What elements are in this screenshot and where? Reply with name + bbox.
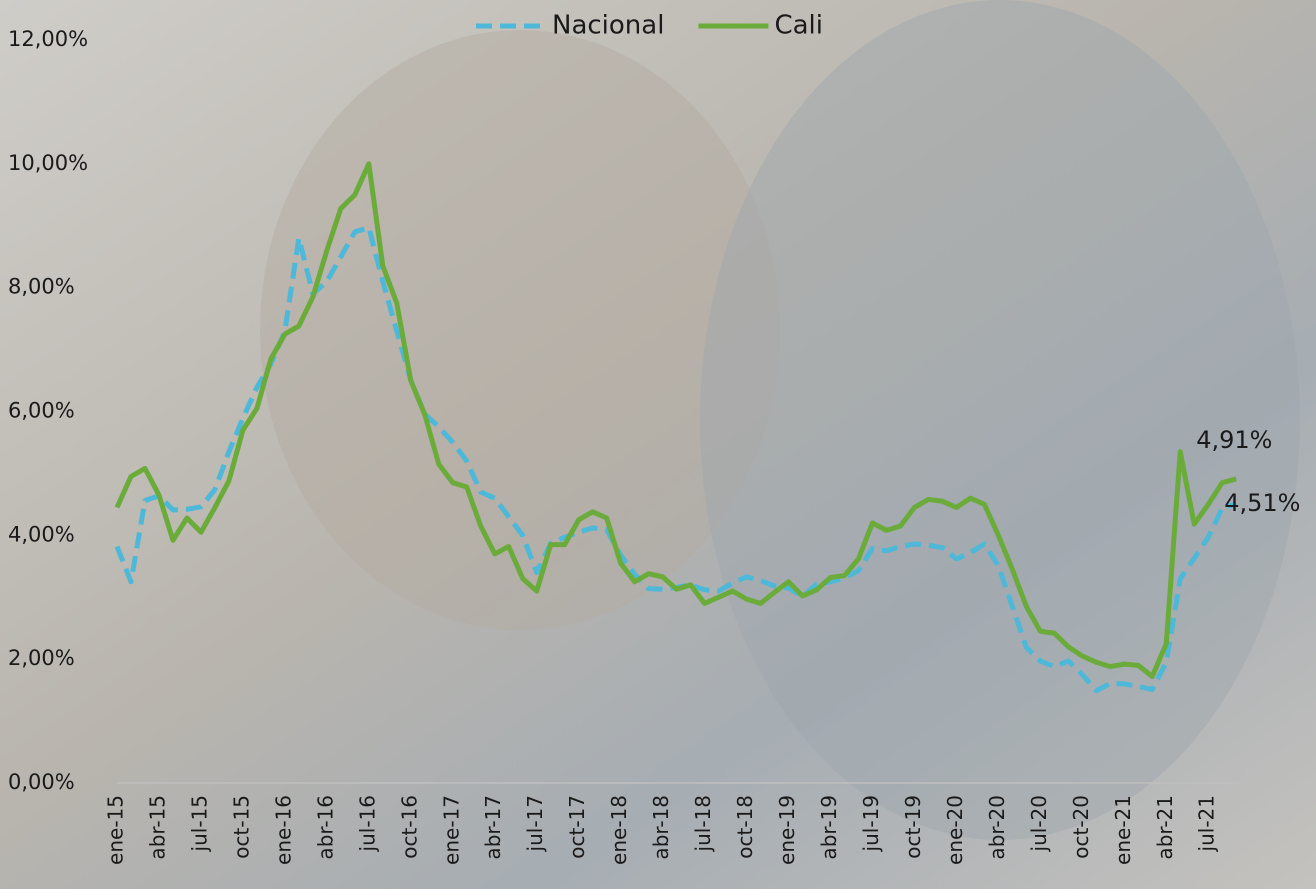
y-tick-label: 8,00% bbox=[8, 275, 75, 299]
x-tick-label: ene-19 bbox=[775, 795, 799, 865]
x-tick-label: ene-17 bbox=[439, 795, 463, 865]
x-tick-label: ene-20 bbox=[943, 795, 967, 865]
x-tick-label: jul-16 bbox=[355, 795, 379, 852]
legend-label: Nacional bbox=[552, 11, 664, 41]
series-line bbox=[114, 161, 1237, 679]
legend-label: Cali bbox=[774, 11, 823, 41]
y-tick-label: 12,00% bbox=[8, 27, 88, 51]
x-tick-label: abr-18 bbox=[649, 795, 673, 860]
x-tick-label: abr-19 bbox=[817, 795, 841, 860]
x-tick-label: jul-15 bbox=[187, 795, 211, 852]
y-tick-label: 10,00% bbox=[8, 151, 88, 175]
x-tick-label: abr-15 bbox=[145, 795, 169, 860]
x-tick-label: jul-20 bbox=[1027, 795, 1051, 852]
x-tick-label: ene-15 bbox=[104, 795, 128, 865]
x-tick-label: oct-16 bbox=[397, 795, 421, 859]
x-tick-label: jul-18 bbox=[691, 795, 715, 852]
background-figure bbox=[260, 30, 780, 630]
x-tick-label: oct-18 bbox=[733, 795, 757, 859]
end-label: 4,91% bbox=[1196, 426, 1272, 454]
y-tick-label: 0,00% bbox=[8, 770, 75, 794]
x-tick-label: abr-17 bbox=[481, 795, 505, 860]
x-tick-label: jul-19 bbox=[859, 795, 883, 852]
x-tick-label: abr-20 bbox=[985, 795, 1009, 860]
y-tick-label: 2,00% bbox=[8, 646, 75, 670]
end-label: 4,51% bbox=[1224, 489, 1300, 517]
background-figure bbox=[700, 0, 1300, 840]
x-tick-label: jul-21 bbox=[1195, 795, 1219, 852]
x-tick-label: jul-17 bbox=[523, 795, 547, 852]
x-tick-label: oct-19 bbox=[901, 795, 925, 859]
x-tick-label: ene-16 bbox=[271, 795, 295, 865]
y-tick-label: 4,00% bbox=[8, 522, 75, 546]
x-tick-label: oct-20 bbox=[1069, 795, 1093, 859]
x-tick-label: ene-18 bbox=[607, 795, 631, 865]
x-tick-label: oct-17 bbox=[565, 795, 589, 859]
x-tick-label: ene-21 bbox=[1111, 795, 1135, 865]
y-tick-label: 6,00% bbox=[8, 399, 75, 423]
x-tick-label: abr-16 bbox=[313, 795, 337, 860]
x-tick-label: abr-21 bbox=[1153, 795, 1177, 860]
x-tick-label: oct-15 bbox=[229, 795, 253, 859]
